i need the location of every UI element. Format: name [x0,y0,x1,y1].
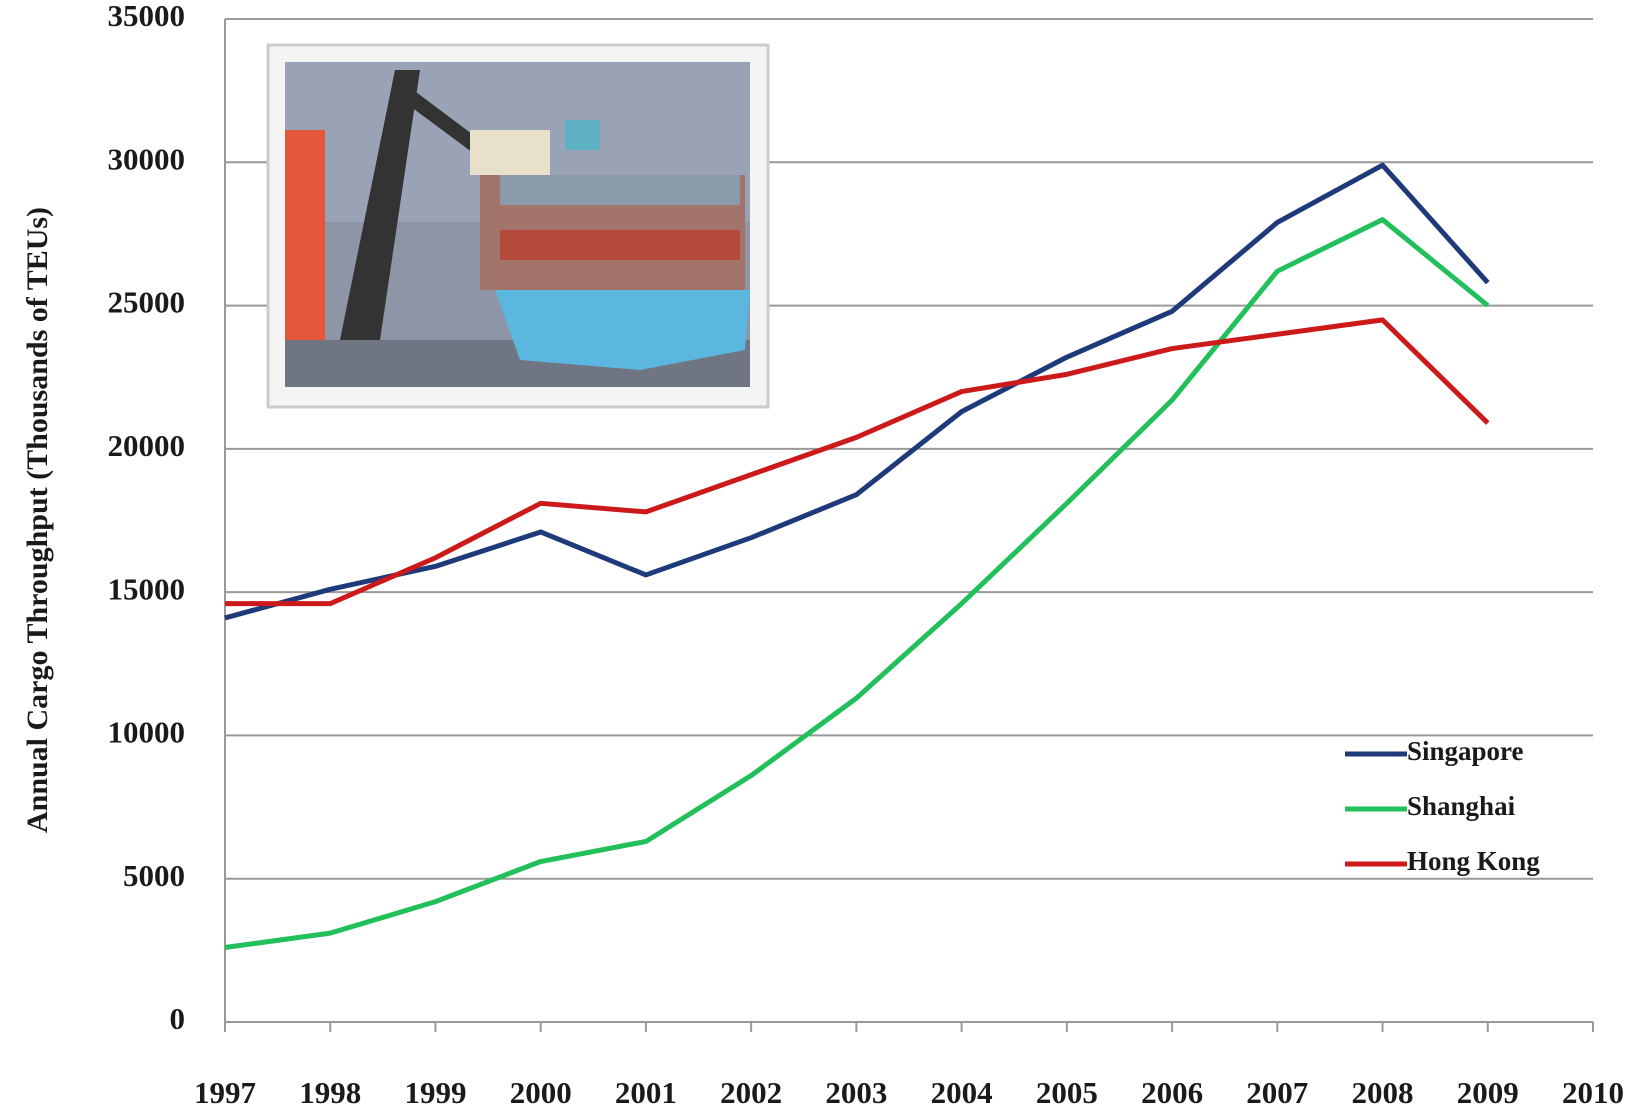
y-tick-label: 0 [170,1001,186,1036]
y-tick-label: 25000 [108,285,186,320]
series-line [225,317,1490,607]
y-tick-label: 30000 [108,141,186,176]
x-tick-label: 2005 [1036,1075,1098,1110]
x-tick-label: 2004 [931,1075,993,1110]
x-tick-label: 2001 [615,1075,677,1110]
x-tick-label: 1998 [299,1075,361,1110]
y-tick-label: 20000 [108,428,186,463]
x-tick-label: 1997 [194,1075,256,1110]
x-tick-label: 2010 [1562,1075,1624,1110]
x-tick-label: 2002 [720,1075,782,1110]
legend-label: Hong Kong [1407,846,1540,876]
legend-label: Shanghai [1407,791,1516,821]
inset-photo [266,43,770,409]
x-tick-label: 2006 [1141,1075,1203,1110]
x-tick-label: 1999 [404,1075,466,1110]
legend-label: Singapore [1407,736,1524,766]
y-tick-label: 35000 [108,0,186,33]
x-tick-label: 2007 [1246,1075,1308,1110]
series-line [224,162,1490,621]
x-tick-label: 2009 [1457,1075,1519,1110]
y-axis-title: Annual Cargo Throughput (Thousands of TE… [21,207,54,833]
x-tick-label: 2008 [1352,1075,1414,1110]
series-line [224,217,1490,950]
x-tick-label: 2000 [510,1075,572,1110]
y-tick-label: 15000 [108,571,186,606]
y-tick-label: 10000 [108,715,186,750]
y-tick-label: 5000 [123,858,185,893]
x-tick-label: 2003 [825,1075,887,1110]
